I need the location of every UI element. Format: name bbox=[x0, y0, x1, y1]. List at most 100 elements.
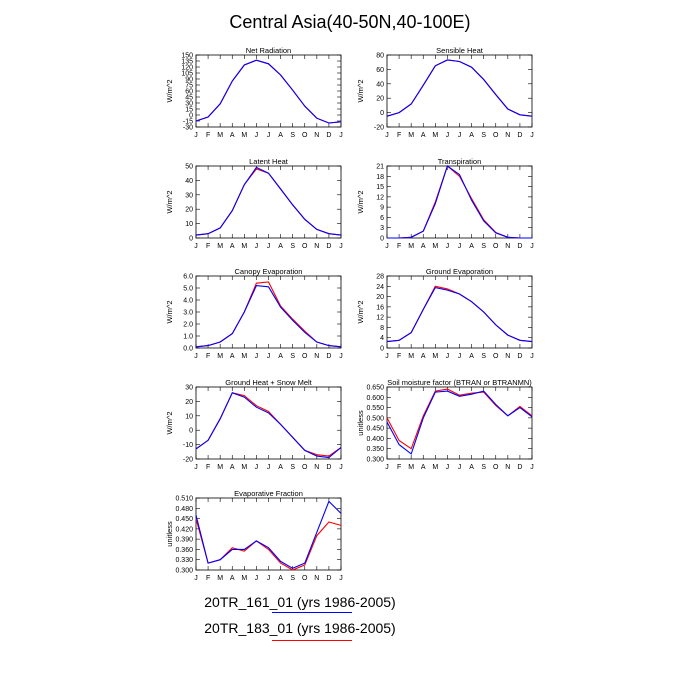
x-tick-label: J bbox=[385, 132, 389, 139]
y-tick-label: 5.0 bbox=[183, 286, 193, 293]
x-tick-label: A bbox=[469, 353, 474, 360]
x-tick-label: J bbox=[339, 353, 343, 360]
legend-swatch-2 bbox=[272, 640, 352, 641]
x-tick-label: M bbox=[241, 132, 247, 139]
x-tick-label: D bbox=[517, 353, 522, 360]
x-tick-label: O bbox=[302, 353, 308, 360]
x-tick-label: O bbox=[302, 575, 308, 582]
y-tick-label: -15 bbox=[183, 119, 193, 126]
x-tick-label: D bbox=[326, 575, 331, 582]
x-tick-label: O bbox=[493, 132, 499, 139]
series-line-2 bbox=[195, 392, 342, 457]
x-tick-label: N bbox=[314, 243, 319, 250]
y-tick-label: 0.600 bbox=[366, 395, 384, 402]
x-tick-label: M bbox=[241, 575, 247, 582]
x-tick-label: F bbox=[397, 132, 401, 139]
x-tick-label: M bbox=[217, 132, 223, 139]
x-tick-label: J bbox=[194, 464, 198, 471]
x-tick-label: M bbox=[217, 353, 223, 360]
x-tick-label: J bbox=[530, 353, 534, 360]
y-axis-label: unitless bbox=[356, 410, 365, 436]
y-tick-label: 12 bbox=[376, 315, 384, 322]
x-tick-label: J bbox=[339, 243, 343, 250]
x-tick-label: A bbox=[421, 243, 426, 250]
y-axis-label: W/m^2 bbox=[356, 79, 365, 102]
y-axis-label: W/m^2 bbox=[356, 190, 365, 213]
x-tick-label: F bbox=[206, 353, 210, 360]
x-tick-label: J bbox=[267, 132, 271, 139]
y-tick-label: 3.0 bbox=[183, 310, 193, 317]
x-tick-label: J bbox=[446, 353, 450, 360]
y-tick-label: 28 bbox=[376, 274, 384, 281]
x-tick-label: J bbox=[267, 464, 271, 471]
x-tick-label: D bbox=[517, 132, 522, 139]
y-tick-label: 30 bbox=[185, 192, 193, 199]
x-tick-label: S bbox=[481, 353, 486, 360]
x-tick-label: J bbox=[194, 132, 198, 139]
panel-title: Latent Heat bbox=[249, 157, 289, 166]
x-tick-label: O bbox=[302, 243, 308, 250]
main-title: Central Asia(40-50N,40-100E) bbox=[229, 12, 471, 32]
x-tick-label: J bbox=[458, 243, 462, 250]
panel-title: Ground Evaporation bbox=[426, 267, 493, 276]
x-tick-label: J bbox=[385, 353, 389, 360]
x-tick-label: A bbox=[469, 464, 474, 471]
y-axis-label: W/m^2 bbox=[165, 300, 174, 323]
x-tick-label: J bbox=[194, 353, 198, 360]
x-tick-label: S bbox=[481, 132, 486, 139]
x-tick-label: O bbox=[302, 464, 308, 471]
y-tick-label: 135 bbox=[181, 59, 193, 66]
x-tick-label: D bbox=[326, 353, 331, 360]
y-axis-label: unitless bbox=[165, 521, 174, 547]
y-tick-label: 0.480 bbox=[175, 506, 193, 513]
x-tick-label: F bbox=[397, 353, 401, 360]
y-tick-label: 0.510 bbox=[175, 496, 193, 503]
y-axis-label: W/m^2 bbox=[165, 411, 174, 434]
y-tick-label: -30 bbox=[183, 125, 193, 132]
panel-title: Evaporative Fraction bbox=[234, 489, 303, 498]
y-tick-label: 4 bbox=[380, 335, 384, 342]
y-axis-label: W/m^2 bbox=[165, 79, 174, 102]
x-tick-label: M bbox=[408, 243, 414, 250]
y-tick-label: 18 bbox=[376, 174, 384, 181]
y-tick-label: 0 bbox=[189, 236, 193, 243]
y-tick-label: 6 bbox=[380, 215, 384, 222]
x-tick-label: F bbox=[206, 243, 210, 250]
x-tick-label: J bbox=[267, 575, 271, 582]
y-tick-label: 12 bbox=[376, 194, 384, 201]
y-axis-label: W/m^2 bbox=[165, 190, 174, 213]
x-tick-label: A bbox=[421, 353, 426, 360]
x-tick-label: A bbox=[278, 353, 283, 360]
legend-swatch-1 bbox=[272, 612, 352, 613]
panel-title: Ground Heat + Snow Melt bbox=[225, 378, 312, 387]
y-tick-label: 10 bbox=[185, 221, 193, 228]
x-tick-label: M bbox=[241, 243, 247, 250]
x-tick-label: M bbox=[217, 464, 223, 471]
y-tick-label: 9 bbox=[380, 205, 384, 212]
y-tick-label: 40 bbox=[185, 178, 193, 185]
y-tick-label: 0.450 bbox=[175, 516, 193, 523]
plot-frame bbox=[386, 275, 533, 349]
y-tick-label: 0 bbox=[189, 428, 193, 435]
x-tick-label: A bbox=[230, 575, 235, 582]
x-tick-label: A bbox=[469, 132, 474, 139]
series-line-1 bbox=[195, 285, 342, 348]
x-tick-label: O bbox=[493, 353, 499, 360]
x-tick-label: O bbox=[493, 243, 499, 250]
x-tick-label: D bbox=[517, 243, 522, 250]
y-tick-label: 20 bbox=[376, 96, 384, 103]
x-tick-label: F bbox=[206, 132, 210, 139]
y-tick-label: 90 bbox=[185, 77, 193, 84]
x-tick-label: J bbox=[267, 243, 271, 250]
x-tick-label: J bbox=[446, 132, 450, 139]
y-tick-label: 1.0 bbox=[183, 334, 193, 341]
x-tick-label: M bbox=[217, 243, 223, 250]
plot-frame bbox=[386, 386, 533, 460]
series-line-1 bbox=[386, 59, 533, 117]
series-line-2 bbox=[195, 168, 342, 236]
x-tick-label: F bbox=[397, 464, 401, 471]
